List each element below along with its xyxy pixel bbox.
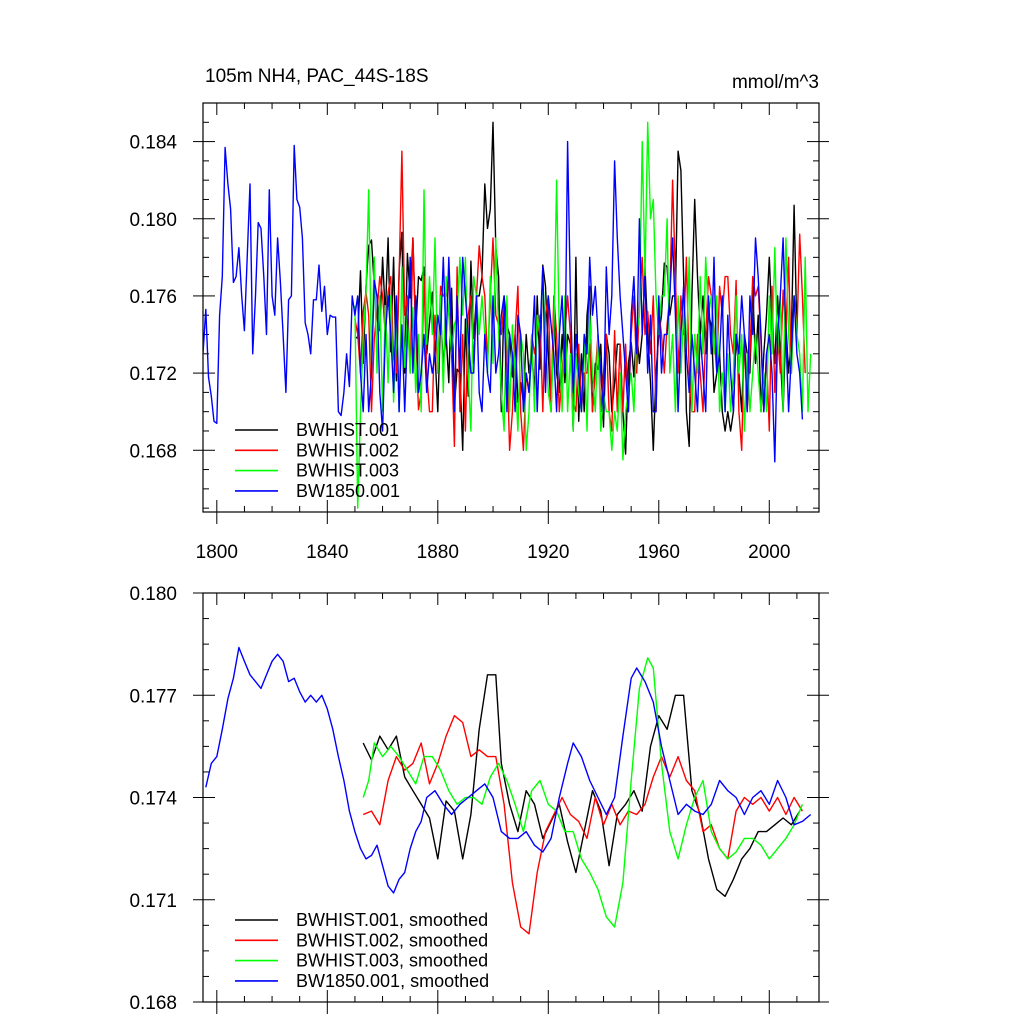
- y-tick-label: 0.177: [129, 686, 177, 707]
- series-line-bwhist-001: [354, 121, 798, 455]
- y-tick-label: 0.180: [129, 584, 177, 605]
- x-tick-label: 1840: [306, 542, 348, 563]
- series-group-bottom: [205, 646, 812, 935]
- x-tick-label: 1960: [638, 542, 680, 563]
- legend-label: BWHIST.002: [296, 440, 399, 460]
- series-line-bw1850-001: [203, 140, 804, 463]
- y-tick-label: 0.168: [129, 993, 177, 1014]
- panel-smoothed-timeseries: 0.168 0.171 0.174 0.177 0.180 BWHIST.001, sm…: [129, 584, 829, 1014]
- series-line-bw1850-001-smoothed: [205, 646, 812, 894]
- plot-frame-top: [202, 102, 820, 513]
- units-label: mmol/m^3: [732, 72, 819, 93]
- legend-label: BWHIST.001, smoothed: [296, 910, 488, 930]
- series-group-top: [203, 121, 812, 509]
- legend-label: BW1850.001, smoothed: [296, 971, 489, 991]
- y-tick-label: 0.174: [129, 789, 177, 810]
- series-line-bwhist-001-smoothed: [362, 674, 801, 897]
- x-tick-label: 1920: [527, 542, 569, 563]
- y-tick-label: 0.168: [129, 441, 177, 462]
- series-line-bwhist-002-smoothed: [362, 715, 803, 935]
- panel-raw-timeseries: 105m NH4, PAC_44S-18S mmol/m^3 1800 1840 1…: [129, 66, 829, 563]
- x-tick-label: 1800: [196, 542, 238, 563]
- x-tick-label: 1880: [417, 542, 459, 563]
- y-tick-label: 0.172: [129, 364, 177, 385]
- series-line-bwhist-003-smoothed: [362, 657, 804, 928]
- series-line-bwhist-002: [354, 150, 806, 451]
- legend-label: BWHIST.003, smoothed: [296, 951, 488, 971]
- x-tick-label: 2000: [748, 542, 790, 563]
- legend-label: BWHIST.001: [296, 420, 399, 440]
- axis-ticks-bottom: 0.168 0.171 0.174 0.177 0.180: [129, 584, 829, 1014]
- legend-label: BW1850.001: [296, 481, 400, 501]
- y-tick-label: 0.184: [129, 133, 177, 154]
- legend-label: BWHIST.002, smoothed: [296, 930, 488, 950]
- legend-label: BWHIST.003: [296, 461, 399, 481]
- y-tick-label: 0.171: [129, 891, 177, 912]
- axis-ticks-top: 1800 1840 1880 1920 1960 2000 0.168 0.172 0.176 0…: [129, 102, 829, 563]
- y-tick-label: 0.176: [129, 287, 177, 308]
- y-tick-label: 0.180: [129, 210, 177, 231]
- panel-title: 105m NH4, PAC_44S-18S: [205, 66, 429, 87]
